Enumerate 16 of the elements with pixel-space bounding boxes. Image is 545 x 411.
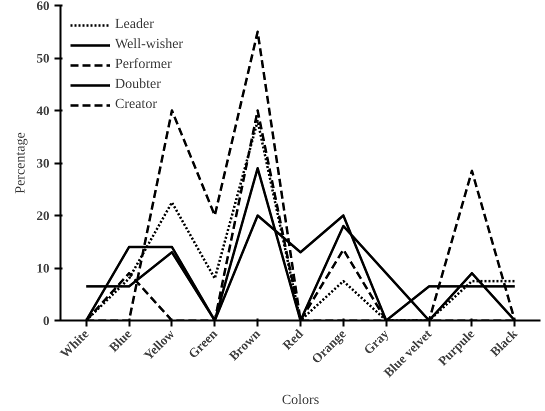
y-tick-label: 0 [43, 313, 50, 328]
legend-label: Doubter [115, 77, 161, 93]
y-tick-label: 20 [36, 208, 50, 223]
y-tick-label: 40 [36, 103, 50, 118]
y-axis-title: Percentage [14, 132, 28, 194]
y-tick-label: 60 [36, 0, 50, 13]
x-tick-label: Blue [106, 326, 135, 355]
x-tick-label: Red [279, 326, 306, 353]
y-tick-label: 50 [36, 50, 50, 66]
x-axis-title: Colors [282, 393, 320, 408]
legend-label: Creator [115, 97, 157, 113]
legend-label: Well-wisher [115, 37, 184, 53]
y-tick-label: 10 [36, 260, 50, 276]
legend-label: Leader [115, 17, 154, 33]
y-tick-label: 30 [36, 156, 50, 170]
legend-label: Performer [115, 57, 172, 73]
